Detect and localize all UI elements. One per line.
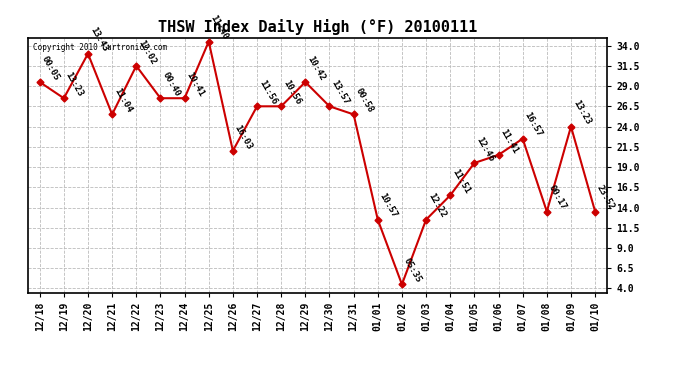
Text: 13:23: 13:23: [571, 99, 592, 126]
Text: 12:46: 12:46: [475, 135, 495, 163]
Text: 16:03: 16:03: [233, 123, 254, 151]
Title: THSW Index Daily High (°F) 20100111: THSW Index Daily High (°F) 20100111: [158, 19, 477, 35]
Text: 10:57: 10:57: [378, 192, 399, 220]
Text: 00:40: 00:40: [160, 70, 181, 98]
Text: 00:17: 00:17: [546, 184, 568, 211]
Text: Copyright 2010 Curtronics.com: Copyright 2010 Curtronics.com: [33, 43, 168, 52]
Text: 13:43: 13:43: [88, 26, 109, 54]
Text: 10:42: 10:42: [305, 54, 326, 82]
Text: 11:04: 11:04: [112, 87, 133, 114]
Text: 13:23: 13:23: [63, 70, 85, 98]
Text: 11:41: 11:41: [498, 127, 520, 155]
Text: 12:02: 12:02: [136, 38, 157, 66]
Text: 05:35: 05:35: [402, 256, 423, 284]
Text: 11:56: 11:56: [257, 78, 278, 106]
Text: 10:56: 10:56: [282, 78, 302, 106]
Text: 00:58: 00:58: [353, 87, 375, 114]
Text: 12:22: 12:22: [426, 192, 447, 220]
Text: 13:57: 13:57: [330, 78, 351, 106]
Text: 00:05: 00:05: [39, 54, 61, 82]
Text: 16:57: 16:57: [523, 111, 544, 139]
Text: 23:52: 23:52: [595, 184, 616, 211]
Text: 11:40: 11:40: [208, 14, 230, 42]
Text: 11:51: 11:51: [450, 168, 471, 195]
Text: 10:41: 10:41: [184, 70, 206, 98]
